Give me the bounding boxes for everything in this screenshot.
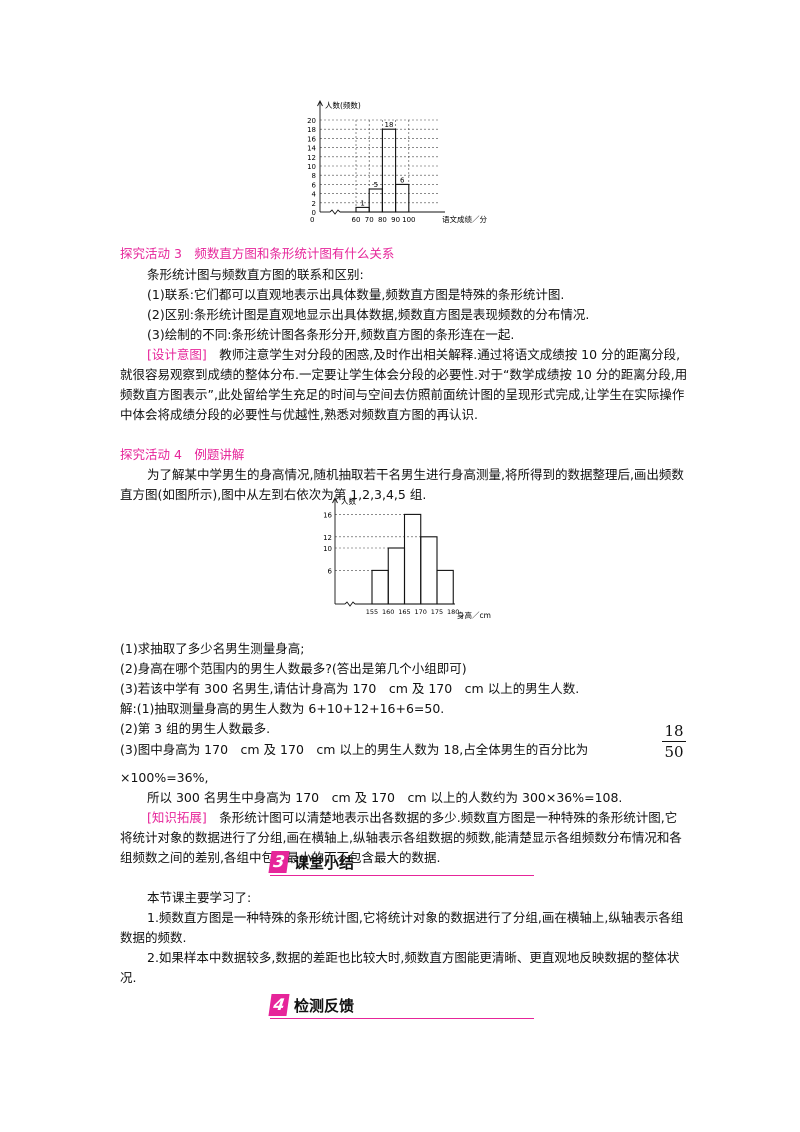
- section-4-title: 检测反馈: [294, 997, 355, 1015]
- bar: [403, 513, 422, 605]
- answer-3: (3)图中身高为 170 cm 及 170 cm 以上的男生人数为 18,占全体…: [120, 742, 589, 757]
- answer-4: 所以 300 名男生中身高为 170 cm 及 170 cm 以上的人数约为 3…: [147, 790, 623, 805]
- bar: [395, 183, 410, 213]
- section-4-rule: [270, 1018, 534, 1019]
- fraction-bar: [662, 741, 686, 742]
- bar: [436, 569, 454, 605]
- y-tick-label: 12: [323, 534, 332, 542]
- x-axis-label: 身高／cm: [457, 610, 491, 620]
- section-3-rule: [270, 875, 534, 876]
- y-tick-label: 16: [307, 135, 316, 143]
- activity-4-title: 探究活动 4 例题讲解: [120, 447, 245, 462]
- y-tick-label: 8: [312, 172, 316, 180]
- x-tick-label: 90: [391, 216, 400, 224]
- design-intent: [设计意图] 教师注意学生对分段的困惑,及时作出相关解释.通过将语文成绩按 10…: [120, 345, 688, 425]
- design-intent-text: 教师注意学生对分段的困惑,及时作出相关解释.通过将语文成绩按 10 分的距离分段…: [120, 347, 688, 422]
- x-tick-label: 155: [366, 608, 378, 616]
- y-tick-label: 6: [312, 181, 317, 189]
- x-tick-label: 165: [398, 608, 410, 616]
- bar-value-label: 6: [400, 176, 405, 184]
- section-3-title: 课堂小结: [294, 854, 355, 872]
- y-tick-label: 14: [307, 145, 316, 153]
- y-axis-arrow: [332, 496, 338, 504]
- answer-2: (2)第 3 组的男生人数最多.: [120, 721, 271, 736]
- y-tick-label: 10: [307, 163, 316, 171]
- x-tick-label: 170: [415, 608, 427, 616]
- bar-value-label: 5: [374, 181, 378, 189]
- bar: [371, 569, 389, 605]
- y-tick-label: 2: [312, 200, 316, 208]
- bar-value-label: 1: [360, 199, 364, 207]
- y-axis-label: 人数(频数): [325, 100, 361, 110]
- summary-point-2: 2.如果样本中数据较多,数据的差距也比较大时,频数直方图能更清晰、更直观地反映数…: [120, 950, 680, 985]
- y-tick-label: 16: [323, 511, 332, 519]
- activity-3-point-3: (3)绘制的不同:条形统计图各条形分开,频数直方图的条形连在一起.: [147, 327, 515, 342]
- question-1: (1)求抽取了多少名男生测量身高;: [120, 641, 305, 656]
- section-3-number: 3: [268, 851, 290, 873]
- y-tick-label: 6: [328, 567, 333, 575]
- y-axis-arrow: [317, 99, 323, 107]
- bar: [387, 547, 406, 605]
- x-tick-label: 175: [431, 608, 443, 616]
- fraction-denominator: 50: [664, 743, 684, 761]
- activity-3-point-1: (1)联系:它们都可以直观地表示出具体数量,频数直方图是特殊的条形统计图.: [147, 287, 565, 302]
- section-4-number: 4: [268, 994, 290, 1016]
- origin-label: 0: [310, 216, 314, 224]
- bar: [368, 188, 383, 213]
- x-tick-label: 60: [352, 216, 361, 224]
- x-tick-label: 80: [378, 216, 387, 224]
- answer-1: 解:(1)抽取测量身高的男生人数为 6+10+12+16+6=50.: [120, 701, 445, 716]
- y-tick-label: 10: [323, 545, 332, 553]
- knowledge-extension-tag: [知识拓展]: [147, 810, 207, 825]
- example-intro: 为了解某中学男生的身高情况,随机抽取若干名男生进行身高测量,将所得到的数据整理后…: [120, 467, 684, 502]
- y-tick-label: 12: [307, 154, 316, 162]
- y-axis-label: 人数: [341, 496, 356, 506]
- y-tick-label: 18: [307, 126, 316, 134]
- x-tick-label: 70: [365, 216, 374, 224]
- activity-3-intro: 条形统计图与频数直方图的联系和区别:: [147, 267, 364, 282]
- y-tick-label: 4: [312, 191, 317, 199]
- knowledge-extension: [知识拓展] 条形统计图可以清楚地表示出各数据的多少.频数直方图是一种特殊的条形…: [120, 808, 688, 868]
- summary-intro: 本节课主要学习了:: [147, 890, 252, 905]
- x-tick-label: 160: [382, 608, 394, 616]
- y-tick-label: 20: [307, 117, 316, 125]
- fraction-18-50: 18 50: [662, 722, 686, 761]
- activity-3-point-2: (2)区别:条形统计图是直观地显示出具体数据,频数直方图是表现频数的分布情况.: [147, 307, 590, 322]
- x-axis-label: 语文成绩／分: [442, 214, 487, 224]
- question-2: (2)身高在哪个范围内的男生人数最多?(答出是第几个小组即可): [120, 661, 467, 676]
- bar-value-label: 18: [385, 121, 394, 129]
- axis-break: [344, 601, 356, 607]
- x-tick-label: 100: [402, 216, 415, 224]
- bar: [355, 206, 370, 213]
- bar: [420, 536, 438, 605]
- axis-break: [329, 209, 341, 215]
- question-3: (3)若该中学有 300 名男生,请估计身高为 170 cm 及 170 cm …: [120, 681, 580, 696]
- x-tick-label: 180: [447, 608, 459, 616]
- fraction-numerator: 18: [664, 722, 684, 740]
- bar: [381, 128, 397, 213]
- activity-3-title: 探究活动 3 频数直方图和条形统计图有什么关系: [120, 246, 395, 261]
- summary-point-1: 1.频数直方图是一种特殊的条形统计图,它将统计对象的数据进行了分组,画在横轴上,…: [120, 910, 684, 945]
- answer-3-continued: ×100%=36%,: [120, 770, 209, 785]
- design-intent-tag: [设计意图]: [147, 347, 207, 362]
- y-tick-label: 0: [312, 209, 316, 217]
